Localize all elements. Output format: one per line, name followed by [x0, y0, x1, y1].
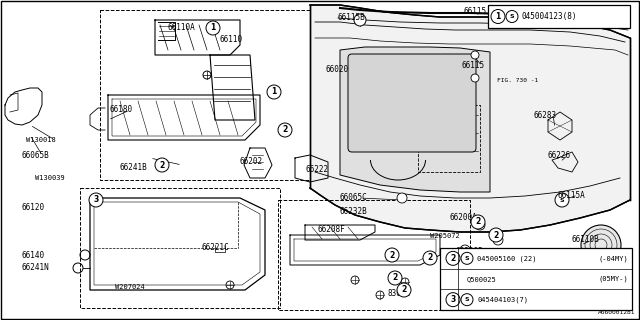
Text: Q500025: Q500025	[467, 276, 497, 282]
Circle shape	[460, 245, 470, 255]
Text: 83081: 83081	[388, 290, 411, 299]
Text: 2: 2	[401, 285, 406, 294]
Circle shape	[376, 291, 384, 299]
Text: 66110: 66110	[220, 36, 243, 44]
Circle shape	[489, 228, 503, 242]
Text: 3: 3	[451, 295, 456, 304]
Text: 3: 3	[93, 196, 99, 204]
Text: 66283: 66283	[533, 110, 556, 119]
Text: 66115: 66115	[462, 61, 485, 70]
Text: 66241B: 66241B	[120, 164, 148, 172]
Text: S: S	[509, 14, 515, 19]
Text: 66221C: 66221C	[202, 244, 230, 252]
Text: 66110B: 66110B	[572, 236, 600, 244]
Text: 045004123(8): 045004123(8)	[521, 12, 577, 21]
Text: 2: 2	[476, 218, 481, 227]
Circle shape	[401, 278, 409, 286]
Text: 66140: 66140	[22, 251, 45, 260]
Text: 2: 2	[451, 254, 456, 263]
Text: 66226: 66226	[548, 150, 571, 159]
Circle shape	[155, 158, 169, 172]
Text: 66065B: 66065B	[22, 150, 50, 159]
Circle shape	[461, 252, 473, 264]
Bar	[440, 248, 632, 310]
Text: 2: 2	[389, 251, 395, 260]
Text: S: S	[465, 256, 469, 261]
Circle shape	[206, 21, 220, 35]
Circle shape	[73, 263, 83, 273]
Text: W130018: W130018	[26, 137, 56, 143]
Text: (-04MY): (-04MY)	[598, 255, 628, 261]
Text: 2: 2	[282, 125, 287, 134]
Circle shape	[80, 250, 90, 260]
Text: S: S	[560, 197, 564, 203]
Text: W205072: W205072	[430, 233, 460, 239]
Circle shape	[226, 281, 234, 289]
Circle shape	[388, 271, 402, 285]
Text: 66180: 66180	[110, 106, 133, 115]
Text: 66200B: 66200B	[455, 247, 483, 257]
Text: 66110A: 66110A	[168, 23, 196, 33]
Circle shape	[491, 10, 505, 23]
Circle shape	[506, 11, 518, 22]
Text: 66065C: 66065C	[340, 194, 368, 203]
Text: FIG. 730 -1: FIG. 730 -1	[497, 77, 538, 83]
Text: A660001281: A660001281	[598, 310, 635, 315]
Text: (05MY-): (05MY-)	[598, 276, 628, 282]
FancyBboxPatch shape	[348, 54, 476, 152]
Text: 66241N: 66241N	[22, 263, 50, 273]
Text: 66208F: 66208F	[318, 226, 346, 235]
Circle shape	[354, 14, 366, 26]
Text: 66115A: 66115A	[558, 190, 586, 199]
Bar	[488, 5, 630, 28]
Text: 1: 1	[495, 12, 500, 21]
Text: S: S	[465, 297, 469, 302]
Text: 2: 2	[493, 230, 499, 239]
Text: 66202: 66202	[240, 157, 263, 166]
Text: 66222: 66222	[305, 165, 328, 174]
Text: 045005160 (22): 045005160 (22)	[477, 255, 536, 261]
Text: 66232B: 66232B	[340, 207, 368, 217]
Text: 66200A: 66200A	[450, 213, 477, 222]
Text: 045404103(7): 045404103(7)	[477, 296, 528, 303]
Circle shape	[471, 51, 479, 59]
Circle shape	[471, 215, 485, 229]
Circle shape	[89, 193, 103, 207]
Circle shape	[475, 220, 485, 230]
Circle shape	[278, 123, 292, 137]
Polygon shape	[340, 47, 490, 192]
Polygon shape	[310, 5, 630, 232]
Text: 1: 1	[211, 23, 216, 33]
Text: 66020: 66020	[326, 66, 349, 75]
Circle shape	[351, 276, 359, 284]
Circle shape	[397, 283, 411, 297]
Text: 66120: 66120	[22, 204, 45, 212]
Text: W130039: W130039	[35, 175, 65, 181]
Circle shape	[555, 193, 569, 207]
Circle shape	[471, 74, 479, 82]
Circle shape	[461, 294, 473, 306]
Text: 66115: 66115	[464, 7, 487, 17]
Text: 1: 1	[271, 87, 276, 97]
Circle shape	[423, 251, 437, 265]
Circle shape	[203, 71, 211, 79]
Circle shape	[446, 251, 460, 265]
Text: W207024: W207024	[115, 284, 145, 290]
Circle shape	[385, 248, 399, 262]
Text: 2: 2	[392, 274, 397, 283]
Text: 2: 2	[428, 253, 433, 262]
Text: 66115B: 66115B	[338, 13, 365, 22]
Text: 2: 2	[159, 161, 164, 170]
Circle shape	[493, 235, 503, 245]
Circle shape	[581, 225, 621, 265]
Circle shape	[267, 85, 281, 99]
Circle shape	[446, 293, 460, 307]
Circle shape	[397, 193, 407, 203]
